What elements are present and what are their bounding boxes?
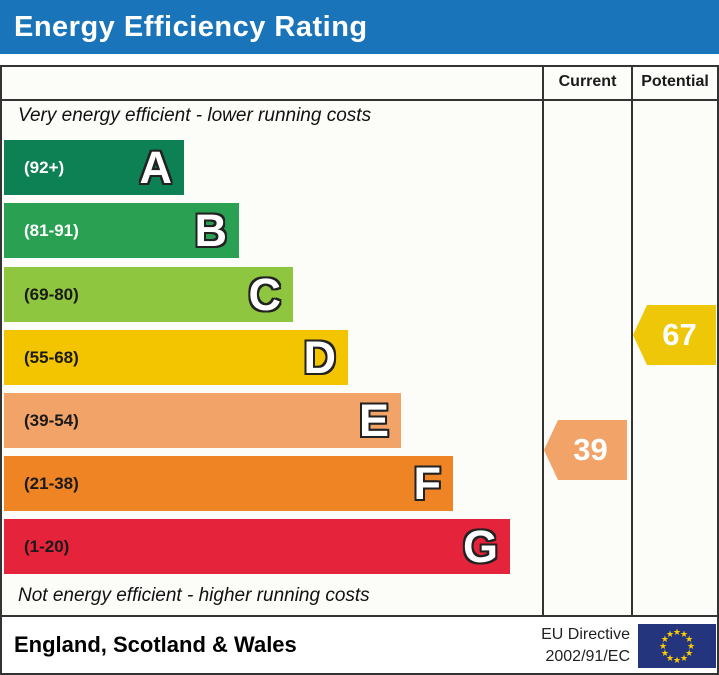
band-letter: E: [358, 395, 389, 446]
eu-star-icon: ★: [665, 628, 675, 639]
eu-star-icon: ★: [665, 653, 675, 664]
eu-star-icon: ★: [672, 627, 682, 637]
potential-value: 67: [662, 317, 697, 352]
eu-star-icon: ★: [660, 648, 669, 658]
band-letter: G: [462, 521, 498, 572]
eu-star-icon: ★: [685, 634, 694, 644]
eu-star-icon: ★: [685, 648, 694, 658]
band-letter: F: [413, 458, 442, 509]
band-row-c: (69-80) C: [4, 267, 293, 322]
band-range-label: (39-54): [24, 410, 79, 430]
band-row-g: (1-20) G: [4, 519, 510, 574]
band-row-a: (92+) A: [4, 140, 184, 195]
eu-star-icon: ★: [672, 655, 682, 665]
header-divider: [0, 99, 719, 101]
band-row-b: (81-91) B: [4, 203, 239, 258]
band-letter: C: [248, 269, 282, 320]
eu-star-icon: ★: [679, 628, 689, 639]
page-title: Energy Efficiency Rating: [14, 10, 368, 43]
footer: [0, 615, 719, 675]
band-range-label: (81-91): [24, 220, 79, 240]
band-range-label: (69-80): [24, 284, 79, 304]
eu-star-icon: ★: [660, 634, 669, 644]
band-range-label: (92+): [24, 157, 65, 177]
band-row-f: (21-38) F: [4, 456, 453, 511]
eu-star-icon: ★: [658, 641, 668, 651]
band-range-label: (55-68): [24, 347, 79, 367]
band-row-d: (55-68) D: [4, 330, 348, 385]
column-header-current: Current: [558, 73, 617, 90]
band-row-e: (39-54) E: [4, 393, 401, 448]
eu-directive-line2: 2002/91/EC: [545, 648, 630, 665]
top-note: Very energy efficient - lower running co…: [18, 105, 372, 126]
column-header-potential: Potential: [641, 73, 709, 90]
band-range-label: (21-38): [24, 473, 79, 493]
potential-indicator: 67: [633, 305, 716, 365]
eu-flag-icon: ★ ★ ★ ★ ★ ★ ★ ★ ★ ★ ★ ★: [638, 624, 716, 668]
eu-directive-label: EU Directive 2002/91/EC: [541, 624, 630, 668]
eu-star-icon: ★: [679, 653, 689, 664]
eu-star-icon: ★: [686, 641, 696, 651]
current-value: 39: [573, 432, 608, 467]
bottom-note: Not energy efficient - higher running co…: [18, 585, 370, 606]
band-letter: B: [194, 205, 228, 256]
region-label: England, Scotland & Wales: [14, 632, 297, 657]
band-range-label: (1-20): [24, 536, 70, 556]
current-indicator: 39: [544, 420, 627, 480]
column-divider-potential: [631, 65, 633, 617]
band-letter: D: [303, 332, 337, 383]
title-bar: Energy Efficiency Rating: [0, 0, 719, 54]
band-letter: A: [139, 142, 173, 193]
column-divider-current: [542, 65, 544, 617]
eu-directive-line1: EU Directive: [541, 626, 630, 644]
